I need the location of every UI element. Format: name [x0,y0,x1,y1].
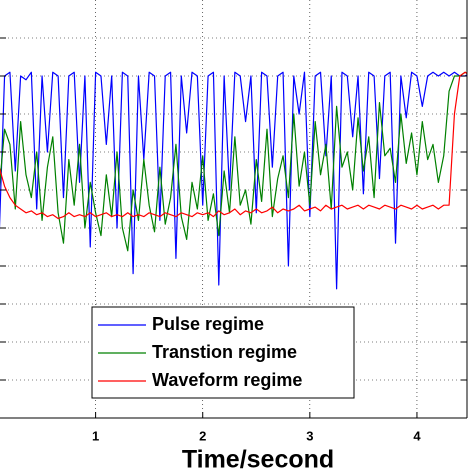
series-line [0,71,467,220]
x-tick-label: 1 [92,428,99,443]
x-tick-label: 4 [413,428,421,443]
legend: Pulse regime Transtion regime Waveform reg… [91,306,355,399]
plot-area [0,71,467,290]
legend-label: Transtion regime [152,342,297,362]
x-tick-label: 3 [306,428,313,443]
series-line [0,71,467,290]
axes: 1 2 3 4 [0,0,468,443]
x-axis-label: Time/second [182,446,334,474]
x-tick-label: 2 [199,428,206,443]
legend-label: Pulse regime [152,314,264,334]
legend-label: Waveform regime [152,370,302,390]
